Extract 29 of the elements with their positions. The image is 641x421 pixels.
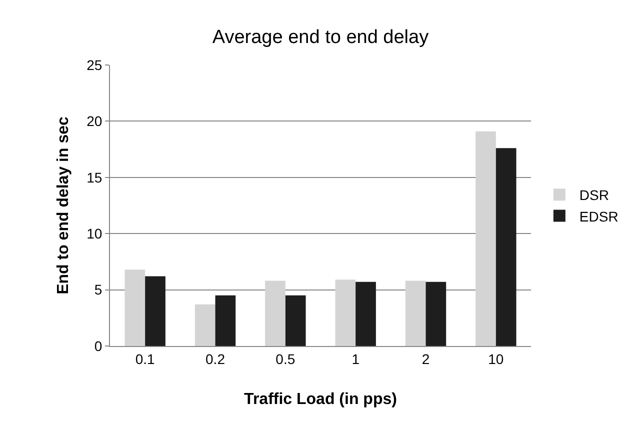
bar bbox=[405, 280, 426, 346]
y-axis-title: End to end delay in sec bbox=[55, 116, 72, 294]
bar bbox=[145, 276, 166, 346]
y-tick-label: 10 bbox=[86, 226, 102, 242]
bar bbox=[335, 280, 356, 346]
y-tick-label: 0 bbox=[94, 338, 102, 354]
x-tick-label: 2 bbox=[422, 350, 430, 367]
bar bbox=[124, 270, 146, 346]
bar bbox=[215, 295, 236, 346]
y-tick-label: 15 bbox=[86, 169, 102, 186]
chart-title: Average end to end delay bbox=[212, 26, 430, 48]
bar bbox=[356, 282, 376, 346]
legend-label: DSR bbox=[579, 187, 609, 204]
y-tick-label: 20 bbox=[86, 113, 102, 130]
y-tick-label: 5 bbox=[94, 282, 102, 298]
x-tick-label: 0.5 bbox=[276, 350, 296, 367]
bar bbox=[426, 282, 446, 346]
x-tick-label: 10 bbox=[488, 350, 504, 367]
x-tick-label: 0.1 bbox=[135, 350, 156, 367]
x-tick-label: 1 bbox=[352, 350, 360, 367]
x-axis-title: Traffic Load (in pps) bbox=[244, 391, 397, 408]
x-tick-label: 0.2 bbox=[206, 350, 226, 367]
bar bbox=[496, 148, 516, 346]
legend-label: EDSR bbox=[579, 208, 618, 224]
bar bbox=[265, 280, 286, 346]
bar bbox=[194, 304, 216, 346]
bar bbox=[285, 295, 306, 346]
bar bbox=[476, 131, 496, 346]
y-tick-label: 25 bbox=[86, 56, 102, 73]
